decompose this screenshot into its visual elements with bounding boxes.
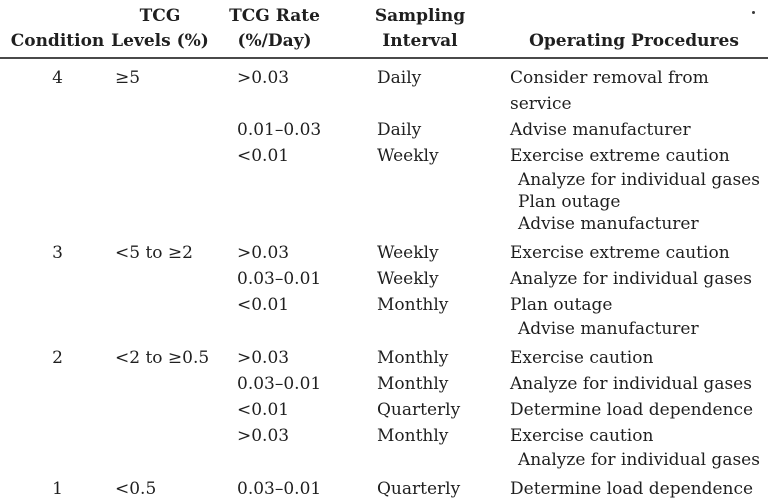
procedure-line-indented: Analyze for individual gases — [518, 170, 760, 190]
table-row: 0.01–0.03 Daily Advise manufacturer — [0, 117, 768, 143]
cell-procedures: Analyze for individual gases — [500, 371, 768, 397]
procedure-line: Determine load dependence — [510, 479, 754, 499]
header-sampling-interval: Sampling Interval — [340, 0, 500, 59]
cell-tcg-rate: 0.03–0.01 — [237, 479, 322, 499]
cell-condition: 2 — [52, 348, 63, 368]
cell-procedures: Determine load dependence — [500, 397, 768, 423]
header-tcg-levels-line1: TCG — [139, 6, 181, 26]
header-tcg-levels: TCG Levels (%) — [105, 0, 222, 59]
cell-condition: 1 — [52, 479, 63, 499]
cell-condition: 4 — [52, 68, 63, 88]
cell-sampling-interval: Quarterly — [377, 479, 461, 499]
cell-sampling-interval: Weekly — [377, 243, 439, 263]
procedure-line-indented: Analyze for individual gases — [518, 450, 760, 470]
table-row: >0.03 Monthly Exercise caution Analyze f… — [0, 423, 768, 471]
cell-sampling-interval: Daily — [377, 68, 422, 88]
cell-tcg-rate: <0.01 — [237, 295, 290, 315]
procedure-line: Consider removal from service — [510, 68, 709, 114]
cell-tcg-levels — [105, 266, 222, 292]
cell-condition — [0, 117, 105, 143]
cell-sampling-interval: Monthly — [377, 295, 449, 315]
procedure-line-indented: Advise manufacturer — [518, 214, 699, 234]
header-operating-procedures-label: Operating Procedures — [529, 31, 739, 51]
table-row: 0.03–0.01 Weekly Analyze for individual … — [0, 266, 768, 292]
table-row: 2 <2 to ≥0.5 >0.03 Monthly Exercise caut… — [0, 340, 768, 371]
header-condition-label: Condition — [10, 31, 105, 51]
procedure-line-indented: Plan outage — [518, 192, 621, 212]
cell-tcg-rate: 0.01–0.03 — [237, 120, 322, 140]
cell-condition — [0, 423, 105, 471]
cell-tcg-levels: <5 to ≥2 — [115, 243, 193, 263]
cell-tcg-levels — [105, 292, 222, 340]
header-tcg-rate-line1: TCG Rate — [229, 6, 320, 26]
table-row: 4 ≥5 >0.03 Daily Consider removal from s… — [0, 58, 768, 117]
header-sampling-interval-label: Sampling Interval — [374, 6, 466, 51]
cell-condition — [0, 371, 105, 397]
table-row: 1 <0.5 0.03–0.01 Quarterly Determine loa… — [0, 471, 768, 500]
cell-tcg-rate: 0.03–0.01 — [237, 374, 322, 394]
cell-procedures: Exercise extreme caution — [500, 235, 768, 266]
cell-procedures: Advise manufacturer — [500, 117, 768, 143]
cell-tcg-rate: >0.03 — [237, 348, 290, 368]
cell-condition — [0, 397, 105, 423]
cell-condition — [0, 266, 105, 292]
table-row: 3 <5 to ≥2 >0.03 Weekly Exercise extreme… — [0, 235, 768, 266]
page-speck-artifact — [752, 11, 755, 14]
cell-procedures: Determine load dependence — [500, 471, 768, 500]
cell-condition: 3 — [52, 243, 63, 263]
cell-sampling-interval: Monthly — [377, 348, 449, 368]
procedure-line: Exercise caution — [510, 348, 654, 368]
cell-sampling-interval: Weekly — [377, 269, 439, 289]
header-tcg-rate-line2: (%/Day) — [237, 31, 312, 51]
cell-sampling-interval: Monthly — [377, 426, 449, 446]
procedure-line: Exercise caution — [510, 426, 654, 446]
procedure-line: Determine load dependence — [510, 400, 754, 420]
table-row: <0.01 Weekly Exercise extreme caution An… — [0, 143, 768, 235]
cell-condition — [0, 143, 105, 235]
cell-tcg-levels — [105, 423, 222, 471]
cell-tcg-rate: >0.03 — [237, 243, 290, 263]
cell-procedures: Exercise caution Analyze for individual … — [500, 423, 768, 471]
procedure-line: Exercise extreme caution — [510, 146, 730, 166]
cell-tcg-levels — [105, 397, 222, 423]
cell-tcg-levels: ≥5 — [115, 68, 141, 88]
cell-tcg-levels — [105, 371, 222, 397]
procedure-line: Advise manufacturer — [510, 120, 691, 140]
cell-procedures: Consider removal from service — [500, 58, 768, 117]
cell-tcg-rate: 0.03–0.01 — [237, 269, 322, 289]
table-header-row: Condition TCG Levels (%) TCG Rate (%/Day… — [0, 0, 768, 59]
table-row: <0.01 Monthly Plan outage Advise manufac… — [0, 292, 768, 340]
header-tcg-rate: TCG Rate (%/Day) — [222, 0, 340, 59]
cell-condition — [0, 292, 105, 340]
cell-tcg-levels: <0.5 — [115, 479, 157, 499]
cell-tcg-rate: >0.03 — [237, 426, 290, 446]
cell-procedures: Analyze for individual gases — [500, 266, 768, 292]
header-condition: Condition — [0, 0, 105, 59]
procedure-line: Analyze for individual gases — [510, 374, 752, 394]
cell-sampling-interval: Daily — [377, 120, 422, 140]
procedure-line-indented: Advise manufacturer — [518, 319, 699, 339]
cell-sampling-interval: Monthly — [377, 374, 449, 394]
cell-tcg-rate: <0.01 — [237, 400, 290, 420]
table-row: 0.03–0.01 Monthly Analyze for individual… — [0, 371, 768, 397]
header-operating-procedures: Operating Procedures — [500, 0, 768, 59]
procedure-line: Plan outage — [510, 295, 613, 315]
cell-procedures: Plan outage Advise manufacturer — [500, 292, 768, 340]
cell-tcg-levels: <2 to ≥0.5 — [115, 348, 210, 368]
cell-tcg-levels — [105, 143, 222, 235]
cell-tcg-rate: >0.03 — [237, 68, 290, 88]
procedure-line: Analyze for individual gases — [510, 269, 752, 289]
cell-procedures: Exercise extreme caution Analyze for ind… — [500, 143, 768, 235]
cell-tcg-rate: <0.01 — [237, 146, 290, 166]
cell-tcg-levels — [105, 117, 222, 143]
cell-sampling-interval: Quarterly — [377, 400, 461, 420]
procedure-line: Exercise extreme caution — [510, 243, 730, 263]
cell-sampling-interval: Weekly — [377, 146, 439, 166]
table-row: <0.01 Quarterly Determine load dependenc… — [0, 397, 768, 423]
cell-procedures: Exercise caution — [500, 340, 768, 371]
header-tcg-levels-line2: Levels (%) — [111, 31, 209, 51]
